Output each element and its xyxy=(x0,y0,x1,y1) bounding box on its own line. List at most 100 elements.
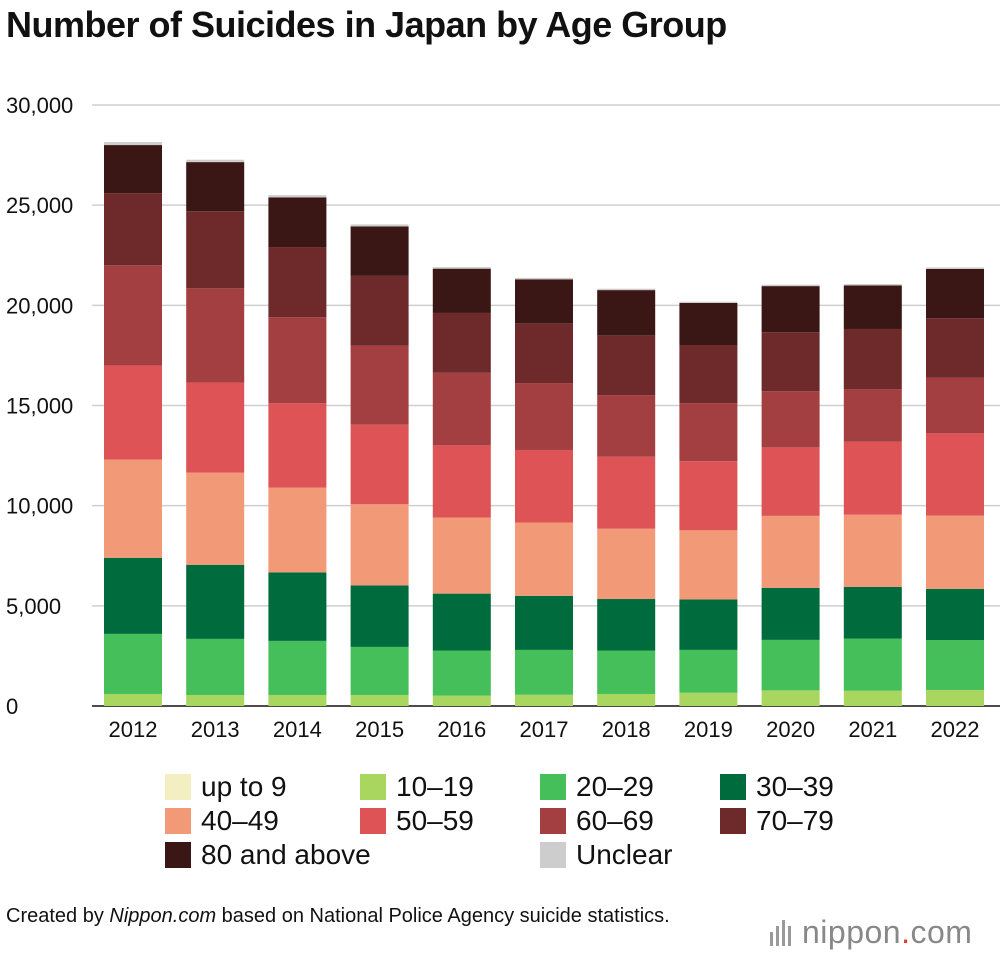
bar-segment xyxy=(597,335,656,396)
bar-segment xyxy=(843,328,902,390)
bar-segment xyxy=(350,504,409,586)
bar-segment xyxy=(186,472,245,565)
y-tick-label: 10,000 xyxy=(6,494,73,519)
bars xyxy=(104,142,984,706)
bar-segment xyxy=(186,288,245,383)
bar-segment xyxy=(515,279,573,324)
bar-segment xyxy=(432,268,491,313)
x-tick-label: 2013 xyxy=(191,717,240,742)
bar-stack-2022 xyxy=(926,267,984,706)
bar-stack-2017 xyxy=(515,277,573,706)
bar-segment xyxy=(104,142,162,146)
bar-segment xyxy=(186,159,245,163)
bar-segment xyxy=(432,695,491,706)
bar-segment xyxy=(926,588,984,641)
legend-item: 40–49 xyxy=(165,805,279,836)
bar-stack-2020 xyxy=(761,284,820,706)
legend-item: 50–59 xyxy=(360,805,474,836)
y-axis-ticks: 0 5,000 10,000 15,000 20,000 25,000 30,000 xyxy=(6,93,73,719)
bar-segment xyxy=(350,345,409,425)
x-tick-label: 2021 xyxy=(848,717,897,742)
bar-segment xyxy=(515,595,573,650)
bar-segment xyxy=(104,265,162,366)
x-tick-label: 2018 xyxy=(602,717,651,742)
bar-segment xyxy=(843,514,902,588)
y-tick-label: 5,000 xyxy=(6,594,61,619)
x-tick-label: 2012 xyxy=(109,717,158,742)
bar-segment xyxy=(432,372,491,446)
bar-segment xyxy=(926,640,984,690)
x-axis-ticks: 2012 2013 2014 2015 2016 2017 2018 2019 2020 2021… xyxy=(109,717,980,742)
legend-item: 70–79 xyxy=(720,805,834,836)
nippon-logo: nippon.com xyxy=(770,914,972,951)
bar-segment xyxy=(186,162,245,212)
bar-segment xyxy=(843,389,902,442)
bar-segment xyxy=(843,587,902,639)
bar-segment xyxy=(350,424,409,505)
legend-label: up to 9 xyxy=(201,771,287,802)
legend-item: up to 9 xyxy=(165,771,287,802)
legend-swatch xyxy=(360,808,386,834)
bar-segment xyxy=(432,593,491,651)
x-tick-label: 2014 xyxy=(273,717,322,742)
bar-segment xyxy=(268,694,327,706)
bar-segment xyxy=(268,197,327,248)
y-tick-label: 0 xyxy=(6,694,18,719)
logo-name: nippon xyxy=(802,914,902,950)
bar-segment xyxy=(515,323,573,384)
legend-label: 10–19 xyxy=(396,771,474,802)
bar-segment xyxy=(843,690,902,706)
bar-segment xyxy=(679,403,738,462)
chart-title: Number of Suicides in Japan by Age Group xyxy=(6,4,727,45)
bar-segment xyxy=(761,639,820,691)
bar-segment xyxy=(926,318,984,378)
bar-segment xyxy=(268,247,327,318)
bar-segment xyxy=(679,692,738,706)
bar-segment xyxy=(597,528,656,600)
bar-segment xyxy=(268,640,327,695)
bar-segment xyxy=(926,515,984,589)
bar-segment xyxy=(104,193,162,266)
bar-segment xyxy=(515,383,573,450)
x-tick-label: 2017 xyxy=(520,717,569,742)
source-prefix: Created by xyxy=(6,905,110,927)
legend-swatch xyxy=(165,808,191,834)
logo-dot: . xyxy=(901,914,911,950)
legend-label: 60–69 xyxy=(576,805,654,836)
bar-segment xyxy=(761,332,820,392)
y-tick-label: 20,000 xyxy=(6,293,73,318)
bar-stack-2012 xyxy=(104,142,162,706)
bar-segment xyxy=(104,693,162,706)
bar-stack-2015 xyxy=(350,224,409,706)
legend-swatch xyxy=(720,774,746,800)
bar-segment xyxy=(761,284,820,287)
legend-item: 80 and above xyxy=(165,839,371,870)
bar-segment xyxy=(186,211,245,289)
bar-segment xyxy=(761,286,820,333)
bar-segment xyxy=(679,344,738,404)
legend-label: 70–79 xyxy=(756,805,834,836)
bar-segment xyxy=(350,226,409,276)
legend-swatch xyxy=(165,774,191,800)
bar-segment xyxy=(104,557,162,634)
source-note: Created by Nippon.com based on National … xyxy=(6,903,706,929)
bar-segment xyxy=(268,403,327,488)
bar-segment xyxy=(186,694,245,706)
bar-segment xyxy=(350,694,409,706)
bar-segment xyxy=(843,285,902,329)
bar-segment xyxy=(926,433,984,516)
bar-segment xyxy=(926,268,984,319)
bar-segment xyxy=(679,302,738,345)
bar-segment xyxy=(268,195,327,198)
legend-label: 50–59 xyxy=(396,805,474,836)
bar-stack-2013 xyxy=(186,159,245,706)
legend-item: Unclear xyxy=(540,839,672,870)
bar-segment xyxy=(432,445,491,518)
logo-bars-icon xyxy=(770,919,794,946)
bar-segment xyxy=(268,572,327,641)
x-tick-label: 2016 xyxy=(437,717,486,742)
legend-label: 20–29 xyxy=(576,771,654,802)
bar-segment xyxy=(104,365,162,460)
legend-item: 10–19 xyxy=(360,771,474,802)
bar-segment xyxy=(761,515,820,588)
